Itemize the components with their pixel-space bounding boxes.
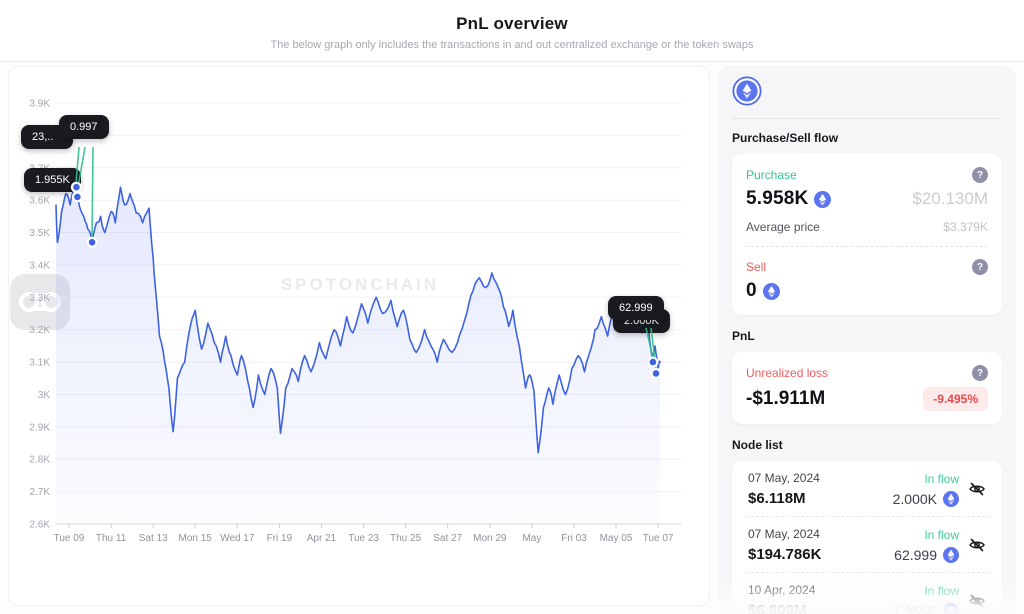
unrealized-loss-label: Unrealized loss <box>746 366 829 380</box>
unrealized-loss-value: -$1.911M <box>746 388 826 409</box>
svg-text:Tue 23: Tue 23 <box>348 533 379 544</box>
svg-text:Fri 03: Fri 03 <box>561 533 587 544</box>
average-price-value: $3.379K <box>943 220 988 234</box>
sidebar-divider <box>732 118 1002 119</box>
page-header: PnL overview The below graph only includ… <box>0 0 1024 62</box>
node-list-title: Node list <box>732 438 783 452</box>
eth-coin-icon <box>814 190 832 208</box>
svg-text:3K: 3K <box>38 390 51 401</box>
svg-text:3.6K: 3.6K <box>29 196 50 207</box>
svg-text:Sat 13: Sat 13 <box>139 533 168 544</box>
page-subtitle: The below graph only includes the transa… <box>270 39 754 51</box>
node-date: 07 May, 2024 <box>748 471 820 485</box>
purchase-label: Purchase <box>746 168 797 182</box>
page-title: PnL overview <box>456 14 568 33</box>
eth-coin-icon <box>943 490 959 507</box>
pnl-chart-panel: SPOTONCHAIN 3.9K3.8K3.7K3.6K3.5K3.4K3.3K… <box>8 66 710 606</box>
eth-coin-icon <box>762 282 780 300</box>
node-list-card: 07 May, 2024 $6.118M In flow 2.000K <box>732 461 1002 614</box>
purchase-usd-value: $20.130M <box>912 189 988 208</box>
svg-text:May: May <box>522 533 541 544</box>
spotonchain-logo-icon <box>10 274 70 330</box>
svg-text:Tue 07: Tue 07 <box>643 533 674 544</box>
svg-text:Thu 11: Thu 11 <box>96 533 127 544</box>
node-flow-badge: In flow <box>924 471 959 486</box>
svg-text:Mon 29: Mon 29 <box>473 533 507 544</box>
svg-text:2.6K: 2.6K <box>29 520 50 531</box>
node-amount: 1.955K <box>892 602 937 614</box>
svg-text:Apr 21: Apr 21 <box>307 533 337 544</box>
purchase-sell-card: Purchase ? 5.958K $20.130M Average price… <box>732 154 1002 315</box>
watermark: SPOTONCHAIN <box>9 271 711 330</box>
average-price-label: Average price <box>746 220 820 234</box>
watermark-text: SPOTONCHAIN <box>280 275 440 294</box>
purchase-help-icon[interactable]: ? <box>972 167 988 183</box>
svg-text:3.4K: 3.4K <box>29 260 50 271</box>
eth-coin-icon <box>943 602 959 614</box>
svg-text:3.2K: 3.2K <box>29 325 50 336</box>
sell-label: Sell <box>746 260 767 274</box>
chart-tooltip: 1.955K <box>24 168 81 192</box>
eth-coin-icon <box>943 546 959 563</box>
card-dashed-divider <box>746 246 988 247</box>
eye-off-icon[interactable] <box>968 480 988 498</box>
svg-text:May 05: May 05 <box>600 533 633 544</box>
node-row[interactable]: 07 May, 2024 $6.118M In flow 2.000K <box>746 461 990 517</box>
sell-amount: 0 <box>746 280 757 301</box>
pnl-line-chart[interactable]: 3.9K3.8K3.7K3.6K3.5K3.4K3.3K3.2K3.1K3K2.… <box>9 67 711 607</box>
svg-text:3.1K: 3.1K <box>29 358 50 369</box>
svg-text:Fri 19: Fri 19 <box>267 533 293 544</box>
eth-asset-badge-icon[interactable] <box>732 76 762 106</box>
svg-text:3.3K: 3.3K <box>29 293 50 304</box>
svg-text:Thu 25: Thu 25 <box>390 533 422 544</box>
node-usd-value: $6.118M <box>748 490 806 507</box>
node-row[interactable]: 10 Apr, 2024 $6.809M In flow 1.955K <box>746 573 990 614</box>
svg-text:3.5K: 3.5K <box>29 228 50 239</box>
pnl-help-icon[interactable]: ? <box>972 365 988 381</box>
eye-off-icon[interactable] <box>968 536 988 554</box>
node-usd-value: $194.786K <box>748 546 822 563</box>
svg-text:3.9K: 3.9K <box>29 99 50 110</box>
pnl-card: Unrealized loss ? -$1.911M -9.495% <box>732 352 1002 424</box>
eye-off-icon[interactable] <box>968 592 988 610</box>
flow-section-title: Purchase/Sell flow <box>732 131 839 145</box>
node-date: 07 May, 2024 <box>748 527 820 541</box>
svg-text:Tue 09: Tue 09 <box>54 533 85 544</box>
chart-tooltip: 0.997 <box>59 115 109 139</box>
node-flow-badge: In flow <box>924 527 959 542</box>
pnl-percent-badge: -9.495% <box>923 387 988 411</box>
sell-help-icon[interactable]: ? <box>972 259 988 275</box>
purchase-amount: 5.958K <box>746 188 809 209</box>
node-usd-value: $6.809M <box>748 602 807 614</box>
svg-text:2.9K: 2.9K <box>29 422 50 433</box>
summary-sidebar: Purchase/Sell flow Purchase ? 5.958K $20… <box>718 66 1016 614</box>
svg-text:2.7K: 2.7K <box>29 487 50 498</box>
node-flow-badge: In flow <box>924 583 959 598</box>
pnl-section-title: PnL <box>732 329 755 343</box>
node-amount: 2.000K <box>892 490 937 507</box>
svg-text:Sat 27: Sat 27 <box>433 533 462 544</box>
node-date: 10 Apr, 2024 <box>748 583 816 597</box>
svg-text:2.8K: 2.8K <box>29 455 50 466</box>
chart-tooltip: 62.999 <box>608 296 664 320</box>
node-row[interactable]: 07 May, 2024 $194.786K In flow 62.999 <box>746 517 990 573</box>
node-amount: 62.999 <box>894 546 937 563</box>
svg-text:Wed 17: Wed 17 <box>220 533 255 544</box>
svg-text:Mon 15: Mon 15 <box>179 533 213 544</box>
